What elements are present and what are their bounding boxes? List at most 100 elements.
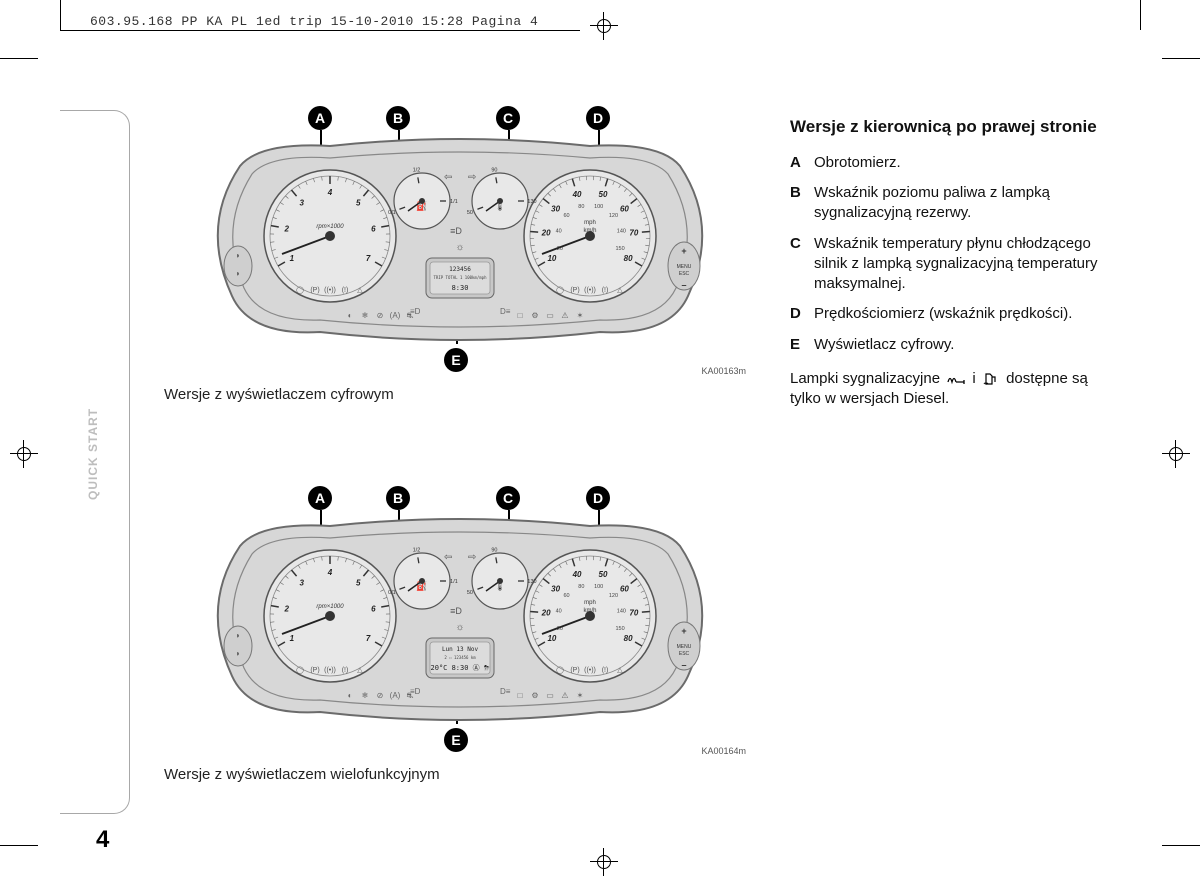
svg-text:⚙: ⚙	[531, 311, 538, 320]
instrument-cluster-diagram: 1234567rpm×1000◯(P)((•))(!)△102030405060…	[200, 516, 720, 726]
svg-text:1: 1	[290, 634, 295, 643]
svg-text:2 ☐ 123456 km: 2 ☐ 123456 km	[444, 655, 476, 660]
svg-text:mph: mph	[584, 220, 596, 226]
svg-text:≡D: ≡D	[410, 307, 421, 316]
svg-text:50: 50	[467, 590, 473, 596]
svg-text:130: 130	[527, 199, 536, 205]
legend-list: AObrotomierz. BWskaźnik poziomu paliwa z…	[790, 153, 1120, 355]
svg-text:◯: ◯	[556, 286, 564, 294]
svg-text:⇨: ⇨	[468, 172, 476, 183]
svg-text:(!): (!)	[342, 667, 349, 674]
svg-text:+: +	[681, 246, 686, 256]
svg-text:△: △	[357, 287, 363, 294]
svg-text:(P): (P)	[310, 667, 319, 674]
section-label: QUICK START	[86, 408, 100, 500]
crop-header: 603.95.168 PP KA PL 1ed trip 15-10-2010 …	[90, 14, 538, 29]
svg-text:90: 90	[491, 167, 497, 173]
svg-text:5: 5	[356, 198, 361, 207]
svg-text:(P): (P)	[570, 667, 579, 674]
registration-mark	[10, 440, 38, 468]
svg-text:1: 1	[290, 254, 295, 263]
legend-note: Lampki sygnalizacyjne i dostępne są tylk…	[790, 369, 1120, 410]
svg-text:◯: ◯	[556, 666, 564, 674]
svg-text:◗: ◗	[236, 269, 241, 278]
registration-mark	[1162, 440, 1190, 468]
svg-text:150: 150	[615, 626, 624, 632]
svg-text:1/1: 1/1	[450, 579, 458, 585]
svg-text:+: +	[681, 626, 686, 636]
fuel-water-icon	[982, 372, 1000, 386]
svg-text:MENU: MENU	[677, 644, 692, 650]
svg-text:140: 140	[617, 229, 626, 235]
svg-text:◗: ◗	[236, 251, 241, 260]
svg-text:⚙: ⚙	[531, 691, 538, 700]
crop-mark	[1162, 845, 1200, 846]
callout-bubble: C	[496, 486, 520, 510]
legend-key: B	[790, 183, 814, 224]
callout-bubble: E	[444, 728, 468, 752]
svg-text:(!): (!)	[602, 287, 609, 294]
svg-text:rpm×1000: rpm×1000	[316, 604, 344, 610]
svg-text:◯: ◯	[296, 666, 304, 674]
svg-text:(!): (!)	[602, 667, 609, 674]
svg-text:≡D: ≡D	[450, 226, 462, 236]
svg-text:2: 2	[283, 224, 289, 233]
svg-text:(P): (P)	[310, 287, 319, 294]
callout-bubble: A	[308, 486, 332, 510]
legend-text: Obrotomierz.	[814, 153, 1120, 173]
svg-text:80: 80	[624, 634, 633, 643]
svg-text:50: 50	[467, 210, 473, 216]
svg-text:≡D: ≡D	[410, 687, 421, 696]
svg-text:1/2: 1/2	[413, 547, 421, 553]
svg-text:–: –	[681, 660, 686, 670]
crop-mark	[1140, 0, 1141, 30]
svg-text:◗: ◗	[236, 631, 241, 640]
svg-text:mph: mph	[584, 600, 596, 606]
crop-mark	[0, 58, 38, 59]
svg-text:ESC: ESC	[679, 271, 690, 277]
svg-text:100: 100	[594, 584, 603, 590]
svg-text:40: 40	[572, 570, 582, 579]
svg-text:◯: ◯	[296, 286, 304, 294]
svg-text:123456: 123456	[449, 266, 471, 273]
svg-text:(A): (A)	[390, 691, 401, 700]
svg-text:2: 2	[283, 604, 289, 613]
note-text: i	[972, 370, 980, 387]
svg-text:1/1: 1/1	[450, 199, 458, 205]
legend-key: A	[790, 153, 814, 173]
registration-mark	[590, 12, 618, 40]
legend-text: Wskaźnik poziomu paliwa z lampką sygnali…	[814, 183, 1120, 224]
svg-text:80: 80	[624, 254, 633, 263]
callout-bubble: A	[308, 106, 332, 130]
svg-text:140: 140	[617, 609, 626, 615]
svg-text:3: 3	[299, 578, 304, 587]
svg-text:4: 4	[327, 188, 333, 197]
svg-text:40: 40	[556, 229, 562, 235]
svg-text:MENU: MENU	[677, 264, 692, 270]
callout-bubble: C	[496, 106, 520, 130]
callout-bubble: B	[386, 486, 410, 510]
crop-line	[60, 30, 580, 31]
svg-text:⊘: ⊘	[377, 691, 384, 700]
svg-text:((•)): ((•))	[324, 667, 336, 674]
svg-text:0/1: 0/1	[388, 590, 396, 596]
svg-text:60: 60	[563, 213, 569, 219]
legend-text: Wyświetlacz cyfrowy.	[814, 335, 1120, 355]
svg-text:20°C 8:30 Ⓐ ⛈: 20°C 8:30 Ⓐ ⛈	[431, 664, 490, 672]
svg-text:ESC: ESC	[679, 651, 690, 657]
callout-bubble: D	[586, 106, 610, 130]
figure-multifunction-display: ABCDE 1234567rpm×1000◯(P)((•))(!)△102030…	[160, 480, 740, 783]
svg-text:150: 150	[615, 246, 624, 252]
svg-text:7: 7	[366, 254, 371, 263]
svg-text:20: 20	[541, 609, 551, 618]
registration-mark	[590, 848, 618, 876]
crop-mark	[0, 845, 38, 846]
svg-text:◗: ◗	[236, 649, 241, 658]
legend-text: Prędkościomierz (wskaźnik prędkości).	[814, 304, 1120, 324]
legend-key: D	[790, 304, 814, 324]
svg-text:–: –	[681, 280, 686, 290]
svg-text:130: 130	[527, 579, 536, 585]
instrument-cluster-diagram: 1234567rpm×1000◯(P)((•))(!)△102030405060…	[200, 136, 720, 346]
svg-text:5: 5	[356, 578, 361, 587]
svg-text:☼: ☼	[455, 242, 464, 253]
